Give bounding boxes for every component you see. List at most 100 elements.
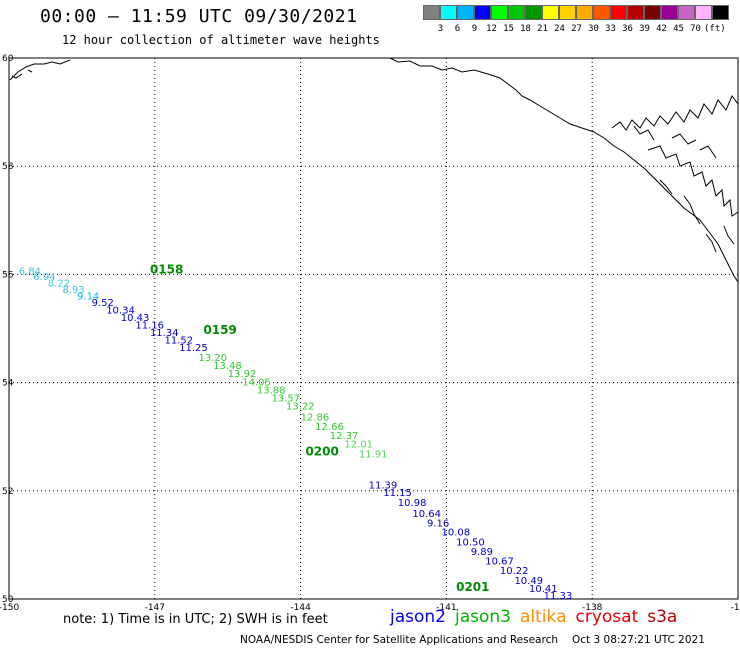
lat-tick-label: 60 [2, 54, 14, 64]
swh-label: 13.92 [228, 369, 257, 380]
swh-label: 9.16 [427, 519, 449, 530]
map-frame [8, 57, 739, 600]
swh-label: 11.39 [369, 481, 398, 492]
scale-swatch [525, 5, 542, 20]
swh-label: 9.52 [92, 298, 114, 309]
map-grid [9, 58, 738, 599]
credit-text: NOAA/NESDIS Center for Satellite Applica… [240, 634, 558, 646]
scale-swatch [423, 5, 440, 20]
scale-swatch [678, 5, 695, 20]
scale-swatch [542, 5, 559, 20]
lon-tick-label: -147 [145, 603, 165, 613]
swh-label: 9.89 [471, 547, 493, 558]
scale-label: 24 [554, 24, 565, 34]
lat-tick-label: 54 [2, 379, 14, 389]
lon-tick-label: -144 [290, 603, 311, 613]
legend-jason3: jason3 [455, 607, 511, 627]
swh-label: 10.49 [514, 576, 543, 587]
swh-label: 10.41 [529, 584, 558, 595]
swh-label: 13.88 [257, 385, 286, 396]
swh-label: 10.22 [500, 566, 529, 577]
swh-label: 10.98 [398, 498, 427, 509]
scale-swatch [508, 5, 525, 20]
swh-label: 6.84 [19, 266, 41, 277]
scale-swatch [695, 5, 712, 20]
lon-tick-label: -150 [0, 603, 19, 613]
scale-swatch [644, 5, 661, 20]
alaska-coastline [9, 57, 739, 283]
swh-label: 10.64 [412, 509, 441, 520]
scale-swatch [457, 5, 474, 20]
legend-altika: altika [520, 607, 567, 627]
scale-label: 45 [673, 24, 684, 34]
swh-label: 13.20 [199, 353, 228, 364]
swh-label: 12.37 [330, 431, 359, 442]
swh-label: 6.94 [33, 272, 55, 283]
pass-time-label: 0201 [456, 580, 489, 594]
swh-label: 10.67 [485, 556, 514, 567]
swh-label: 9.14 [77, 291, 99, 302]
swh-label: 10.34 [106, 305, 135, 316]
swh-label: 11.91 [359, 449, 388, 460]
page-subtitle: 12 hour collection of altimeter wave hei… [62, 33, 380, 47]
scale-swatch [593, 5, 610, 20]
scale-swatch [474, 5, 491, 20]
swh-label: 8.93 [62, 285, 84, 296]
scale-swatch [712, 5, 729, 20]
swh-label: 12.01 [344, 440, 373, 451]
swh-label: 10.08 [442, 528, 471, 539]
lon-tick-label: -138 [582, 603, 603, 613]
swh-label: 13.48 [213, 361, 242, 372]
footer-credit: NOAA/NESDIS Center for Satellite Applica… [240, 634, 705, 646]
lat-tick-label: 52 [2, 487, 13, 497]
pass-time-label: 0200 [305, 445, 338, 459]
scale-swatch [661, 5, 678, 20]
scale-swatch [559, 5, 576, 20]
scale-label: 42 [656, 24, 667, 34]
scale-label: 39 [639, 24, 650, 34]
generated-timestamp: Oct 3 08:27:21 UTC 2021 [572, 634, 705, 646]
swh-label: 13.22 [286, 402, 315, 413]
swh-label: 11.33 [544, 591, 573, 602]
swh-label: 11.16 [135, 321, 164, 332]
legend-s3a: s3a [647, 607, 678, 627]
scale-label: 9 [471, 24, 478, 34]
scale-label: 33 [605, 24, 616, 34]
scale-label: 30 [588, 24, 599, 34]
legend-jason2: jason2 [390, 607, 446, 627]
lon-tick-label: -141 [436, 603, 456, 613]
swh-label: 10.43 [121, 313, 150, 324]
scale-swatch [440, 5, 457, 20]
swh-label: 11.25 [179, 343, 208, 354]
scale-swatch [491, 5, 508, 20]
scale-swatch [610, 5, 627, 20]
scale-label: 36 [622, 24, 633, 34]
scale-label: 3 [437, 24, 444, 34]
lat-tick-label: 58 [2, 162, 14, 172]
swh-label: 14.05 [242, 377, 271, 388]
swh-label: 11.15 [383, 488, 412, 499]
pass-time-label: 0159 [203, 323, 236, 337]
scale-label: (ft) [704, 24, 726, 34]
scale-label: 15 [503, 24, 514, 34]
pass-time-label: 0158 [150, 262, 183, 276]
scale-swatch [627, 5, 644, 20]
scale-label: 18 [520, 24, 531, 34]
scale-label: 6 [454, 24, 461, 34]
lat-tick-label: 50 [2, 595, 14, 605]
scale-label: 70 [690, 24, 701, 34]
satellite-legend: jason2 jason3 altika cryosat s3a [390, 607, 686, 627]
swh-label: 12.66 [315, 422, 344, 433]
scale-swatch [576, 5, 593, 20]
scale-label: 21 [537, 24, 548, 34]
swh-label: 8.22 [48, 278, 70, 289]
axis-labels: -150 -147 -144 -141 -138 -13 60 58 56 54 52 50 [0, 54, 740, 613]
pass-time-labels: 0158 0159 0200 0201 [150, 262, 490, 594]
swh-label: 13.57 [271, 394, 300, 405]
scale-label: 12 [486, 24, 497, 34]
scale-label: 27 [571, 24, 582, 34]
page-title: 00:00 – 11:59 UTC 09/30/2021 [40, 6, 358, 27]
legend-cryosat: cryosat [575, 607, 639, 627]
